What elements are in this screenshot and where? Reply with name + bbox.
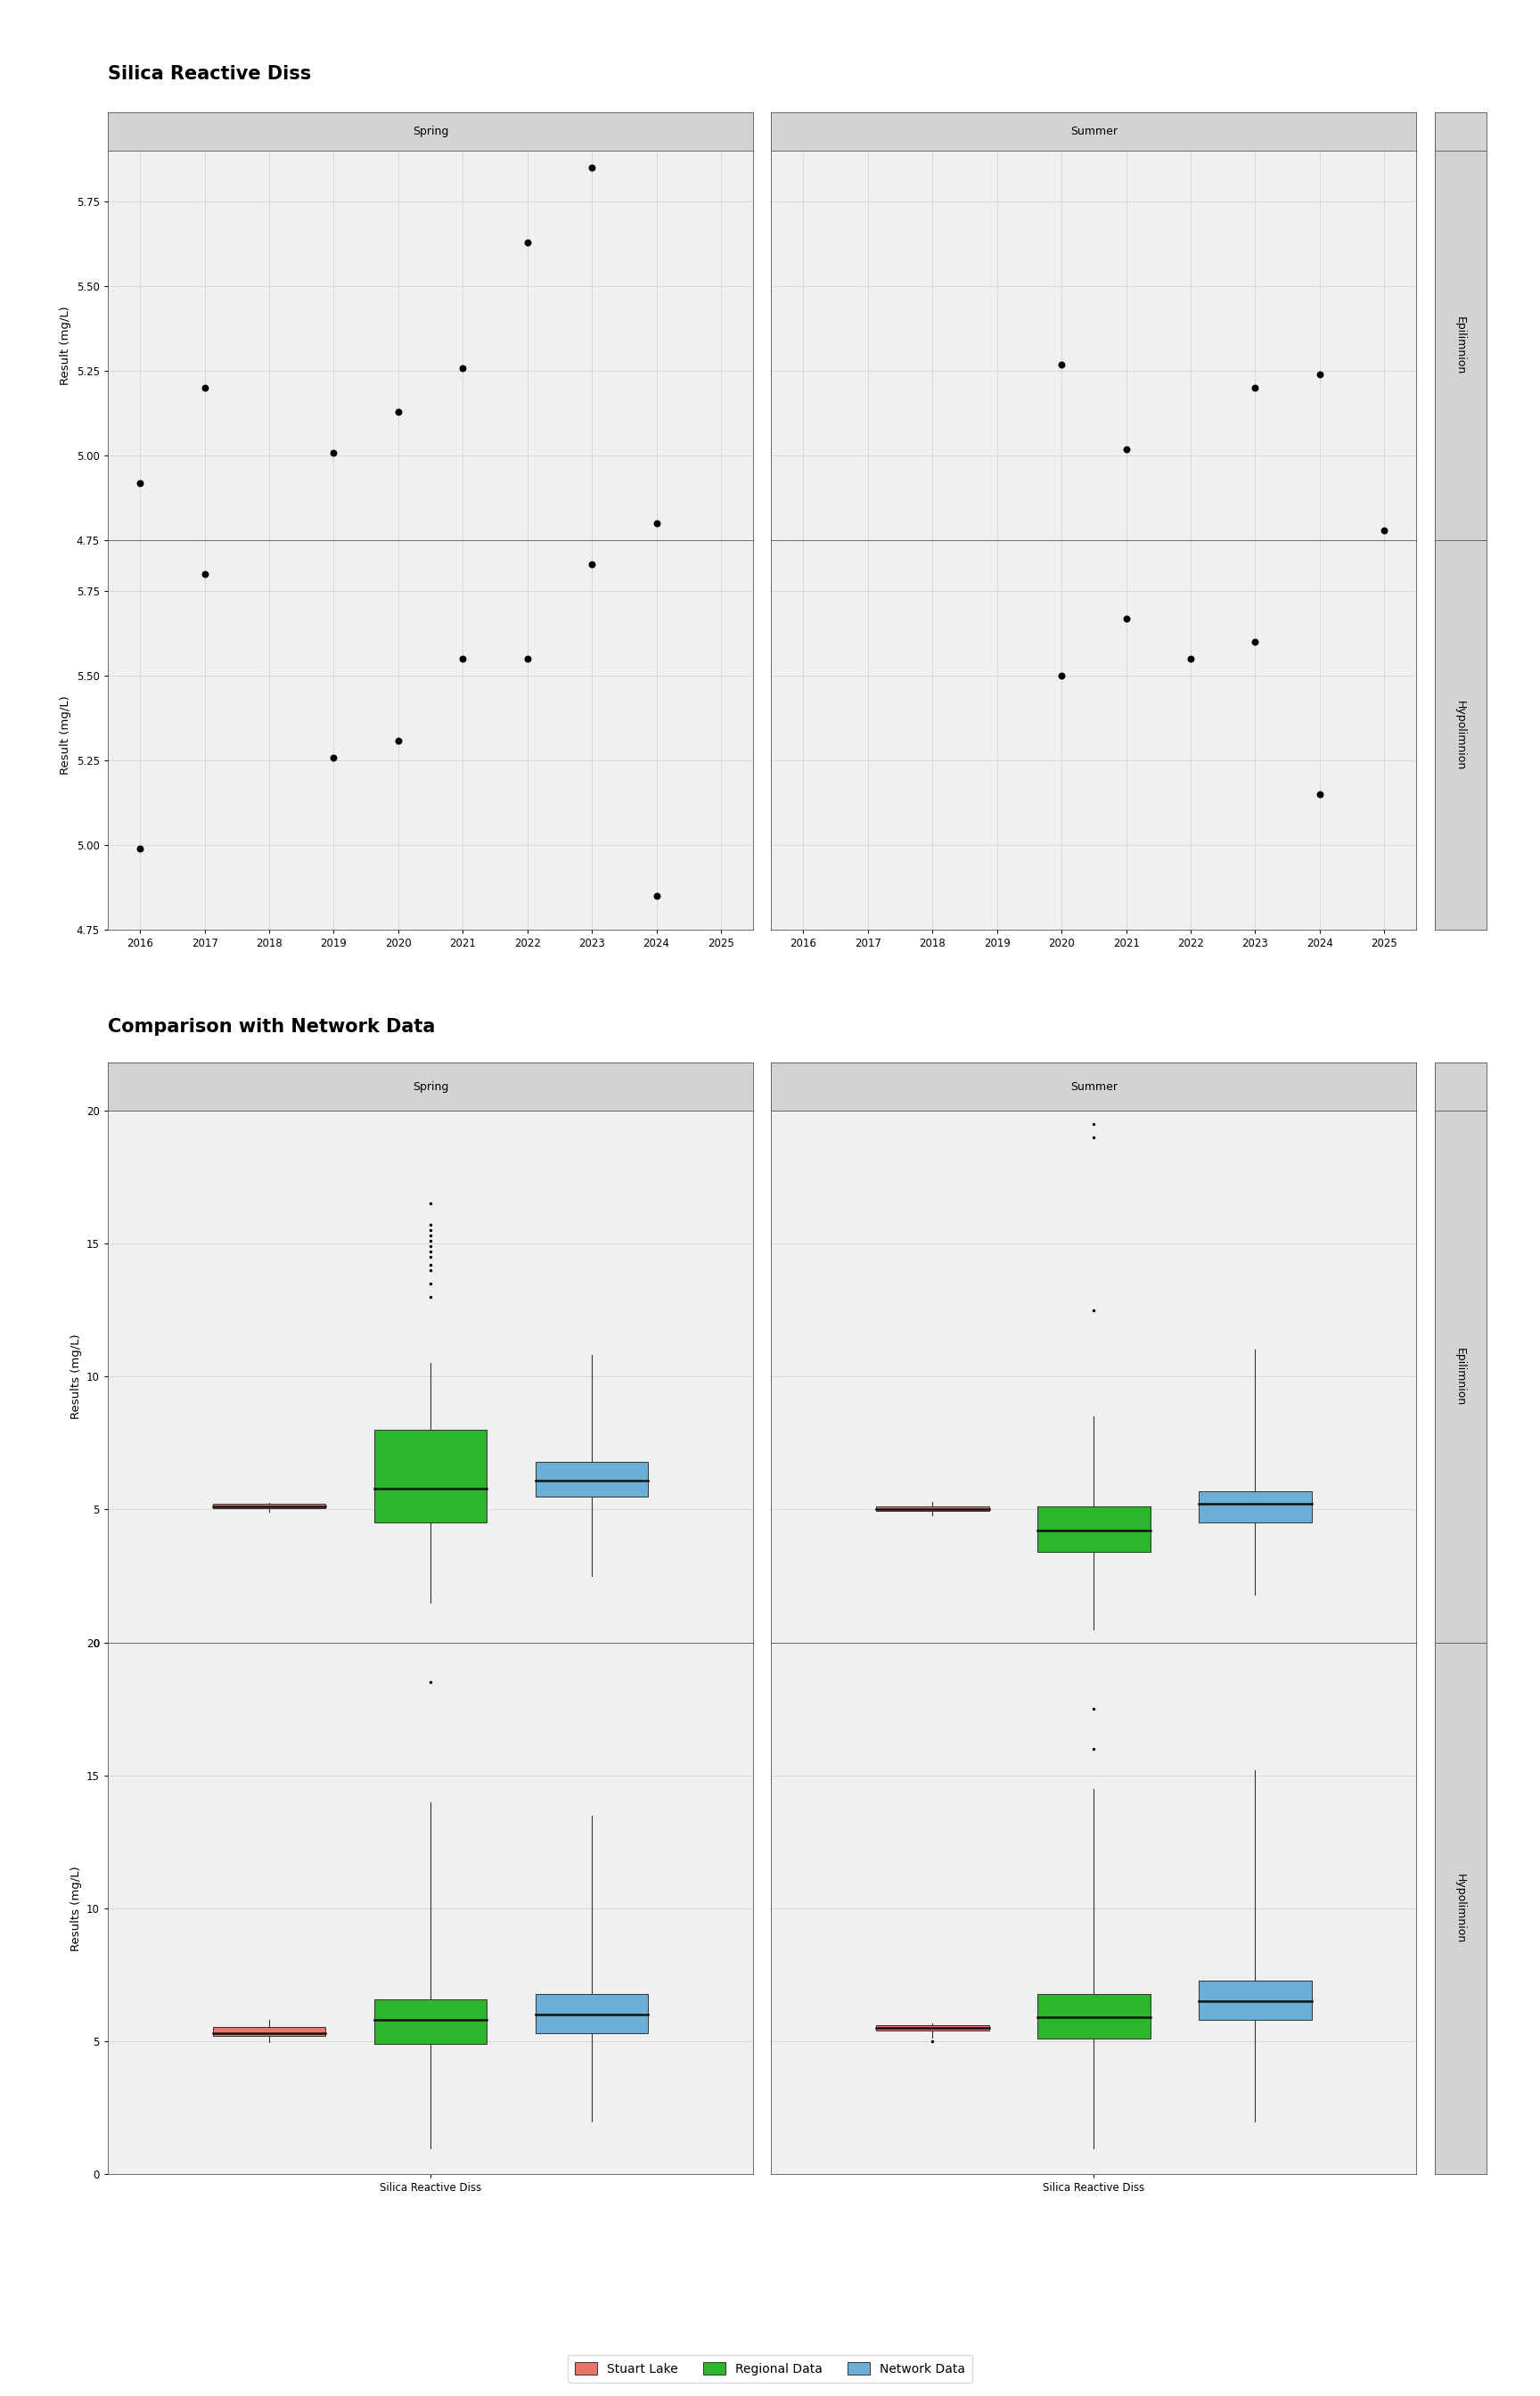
Point [1049,345,1073,383]
Point [579,544,604,582]
Text: Epilimnion: Epilimnion [1454,1347,1466,1406]
Point [514,223,539,261]
Bar [876,2025,989,2032]
Point [644,877,668,915]
Bar [1198,1979,1312,2020]
Point [1081,1105,1106,1143]
Point [419,1217,444,1256]
Point [419,1227,444,1265]
Point [1372,510,1397,549]
Text: Epilimnion: Epilimnion [1454,316,1466,374]
Bar [213,1505,325,1507]
Bar [536,1993,648,2034]
Text: Summer: Summer [1070,125,1118,137]
Point [419,1265,444,1303]
Point [1178,640,1203,678]
Point [419,1222,444,1260]
Bar [374,1430,487,1524]
Point [451,350,476,388]
Y-axis label: Result (mg/L): Result (mg/L) [60,307,71,386]
Text: Spring: Spring [413,125,448,137]
Y-axis label: Results (mg/L): Results (mg/L) [69,1335,82,1418]
Bar [1198,1490,1312,1524]
Point [1049,657,1073,695]
Point [128,465,152,503]
Point [644,506,668,544]
Text: Hypolimnion: Hypolimnion [1454,700,1466,769]
Point [1081,1730,1106,1768]
Point [387,393,411,431]
Point [921,2022,946,2061]
Bar [876,1507,989,1512]
Text: Summer: Summer [1070,1081,1118,1093]
Point [128,829,152,867]
Point [419,1232,444,1270]
Bar [1038,1993,1150,2039]
Point [419,1239,444,1277]
Point [451,640,476,678]
Point [1113,599,1138,637]
Point [1081,1689,1106,1728]
Point [419,1210,444,1248]
Legend: Stuart Lake, Regional Data, Network Data: Stuart Lake, Regional Data, Network Data [568,2355,972,2382]
Point [1307,355,1332,393]
Point [419,1246,444,1284]
Point [1081,1119,1106,1157]
Y-axis label: Result (mg/L): Result (mg/L) [60,695,71,774]
Text: Comparison with Network Data: Comparison with Network Data [108,1018,436,1035]
Point [1113,429,1138,467]
Point [514,640,539,678]
Point [419,1277,444,1315]
Point [419,1205,444,1244]
Bar [213,2027,325,2037]
Point [387,721,411,760]
Point [419,1663,444,1701]
Point [322,434,346,472]
Point [1243,369,1267,407]
Point [322,738,346,776]
Point [192,369,217,407]
Text: Hypolimnion: Hypolimnion [1454,1874,1466,1943]
Point [192,556,217,594]
Y-axis label: Results (mg/L): Results (mg/L) [69,1866,82,1950]
Bar [536,1462,648,1495]
Text: Spring: Spring [413,1081,448,1093]
Text: Silica Reactive Diss: Silica Reactive Diss [108,65,311,84]
Point [419,1251,444,1289]
Point [579,149,604,187]
Point [1243,623,1267,661]
Bar [374,1998,487,2044]
Point [1307,776,1332,815]
Point [1081,1291,1106,1330]
Bar [1038,1507,1150,1553]
Point [419,1184,444,1222]
